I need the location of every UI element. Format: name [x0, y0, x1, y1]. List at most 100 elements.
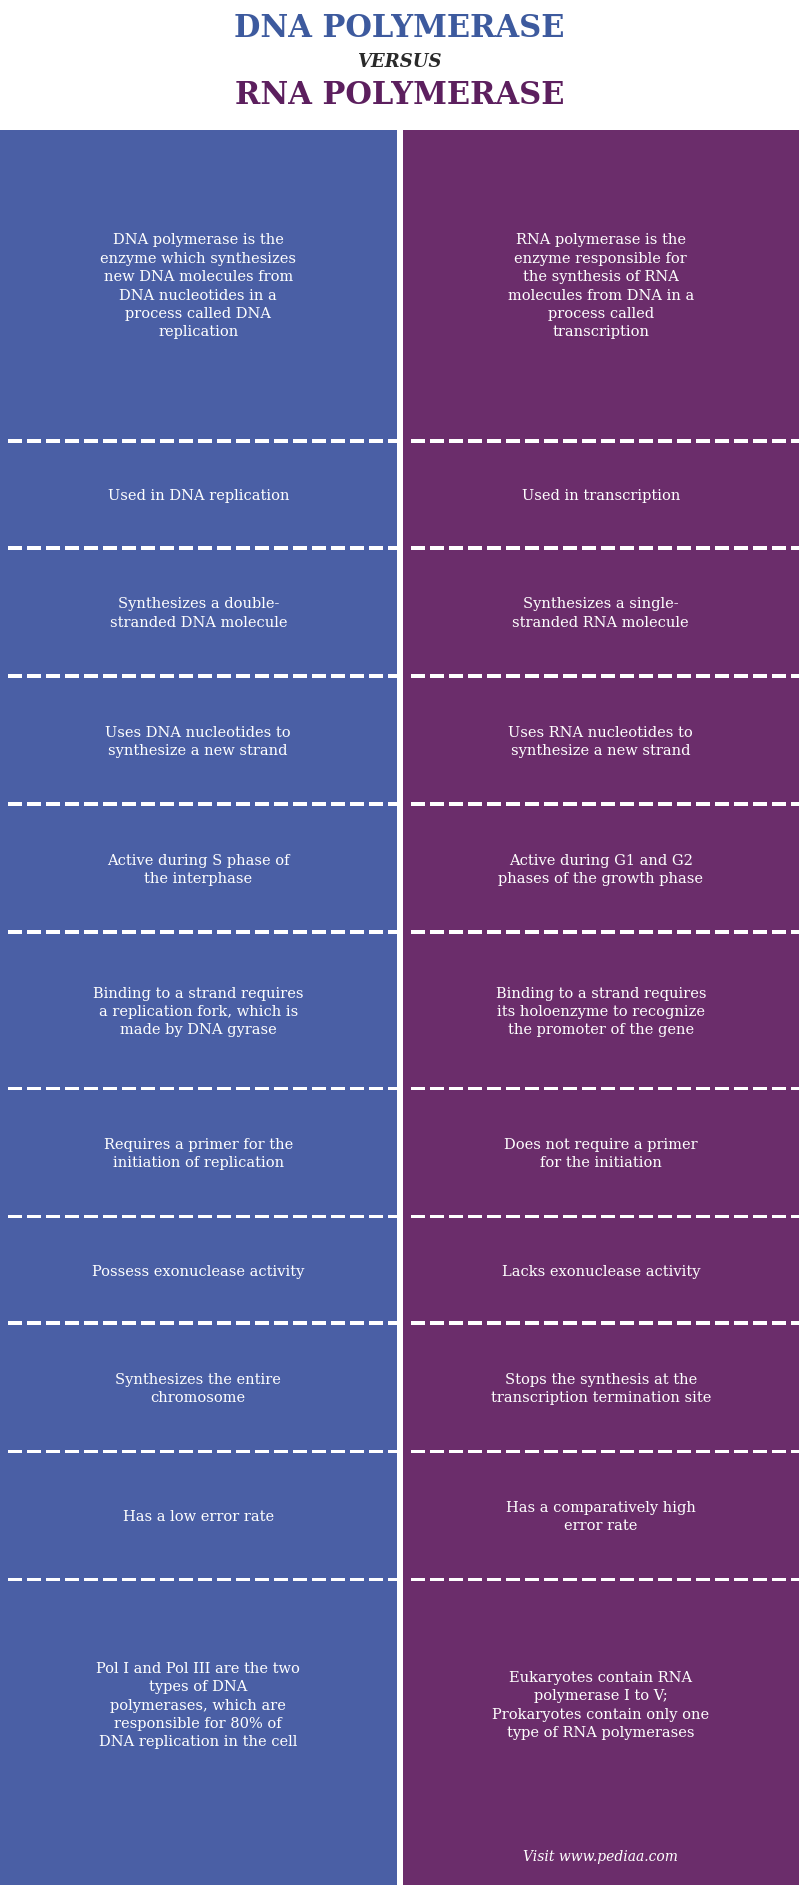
Bar [293, 803, 307, 809]
Text: Does not require a primer
for the initiation: Does not require a primer for the initia… [504, 1139, 698, 1171]
Bar [293, 931, 307, 937]
Bar [65, 1450, 79, 1457]
Bar [255, 1321, 269, 1329]
Bar [487, 439, 500, 447]
Bar [506, 1088, 519, 1093]
Bar [543, 675, 558, 680]
Bar [331, 439, 345, 447]
Bar [46, 1321, 60, 1329]
Bar [562, 1321, 577, 1329]
Text: Used in DNA replication: Used in DNA replication [108, 490, 289, 503]
Bar [331, 547, 345, 552]
Bar [160, 1578, 174, 1585]
Bar [677, 931, 690, 937]
Bar [84, 1321, 98, 1329]
Bar [312, 439, 326, 447]
Bar [27, 931, 41, 937]
Bar [411, 547, 424, 552]
Bar [467, 547, 482, 552]
Bar [733, 1578, 748, 1585]
Bar [103, 803, 117, 809]
Bar [103, 675, 117, 680]
Bar [772, 675, 785, 680]
Bar [543, 931, 558, 937]
Bar [65, 931, 79, 937]
Bar [236, 1321, 250, 1329]
Bar [619, 1214, 634, 1221]
Bar [601, 675, 614, 680]
Bar [714, 1578, 729, 1585]
Bar [103, 1214, 117, 1221]
Bar [46, 675, 60, 680]
Bar [524, 931, 539, 937]
Bar [331, 1088, 345, 1093]
Bar [274, 803, 288, 809]
Bar [506, 547, 519, 552]
Bar [255, 1450, 269, 1457]
Bar [217, 1088, 231, 1093]
Text: Used in transcription: Used in transcription [522, 490, 680, 503]
Bar [8, 1450, 22, 1457]
Bar [677, 1578, 690, 1585]
Bar [274, 1450, 288, 1457]
Bar [601, 1321, 614, 1329]
Bar [0, 1453, 396, 1582]
Text: Binding to a strand requires
a replication fork, which is
made by DNA gyrase: Binding to a strand requires a replicati… [93, 986, 304, 1037]
Bar [467, 1088, 482, 1093]
Bar [562, 1088, 577, 1093]
Bar [84, 1214, 98, 1221]
Bar [430, 1214, 443, 1221]
Bar [677, 675, 690, 680]
Bar [84, 1578, 98, 1585]
Bar [27, 803, 41, 809]
Bar [601, 547, 614, 552]
Bar [467, 439, 482, 447]
Bar [695, 675, 710, 680]
Bar [430, 675, 443, 680]
Bar [198, 1321, 212, 1329]
Bar [217, 931, 231, 937]
Bar [582, 1088, 595, 1093]
Bar [430, 1321, 443, 1329]
Bar [638, 675, 653, 680]
Bar [411, 1088, 424, 1093]
Bar [619, 1321, 634, 1329]
Bar [46, 1578, 60, 1585]
Bar [733, 1088, 748, 1093]
Text: Binding to a strand requires
its holoenzyme to recognize
the promoter of the gen: Binding to a strand requires its holoenz… [495, 986, 706, 1037]
Bar [0, 805, 396, 933]
Bar [601, 1578, 614, 1585]
Text: Stops the synthesis at the
transcription termination site: Stops the synthesis at the transcription… [491, 1372, 711, 1404]
Bar [695, 931, 710, 937]
Bar [8, 803, 22, 809]
Text: VERSUS: VERSUS [357, 53, 442, 72]
Bar [179, 1321, 193, 1329]
Bar [0, 1218, 396, 1325]
Bar [619, 1450, 634, 1457]
Bar [293, 675, 307, 680]
Bar [46, 439, 60, 447]
Bar [84, 1088, 98, 1093]
Bar [772, 547, 785, 552]
Bar [448, 931, 463, 937]
Bar [658, 1321, 671, 1329]
Bar [467, 1214, 482, 1221]
Bar [753, 1214, 766, 1221]
Bar [753, 803, 766, 809]
Bar [84, 803, 98, 809]
Bar [388, 675, 402, 680]
Bar [160, 439, 174, 447]
Bar [411, 1214, 424, 1221]
Bar [8, 1214, 22, 1221]
Bar [122, 1450, 136, 1457]
Bar [403, 443, 799, 550]
Bar [487, 803, 500, 809]
Bar [403, 1325, 799, 1453]
Bar [293, 439, 307, 447]
Bar [411, 1578, 424, 1585]
Bar [543, 803, 558, 809]
Bar [487, 1214, 500, 1221]
Bar [638, 439, 653, 447]
Bar [695, 1321, 710, 1329]
Bar [236, 1088, 250, 1093]
